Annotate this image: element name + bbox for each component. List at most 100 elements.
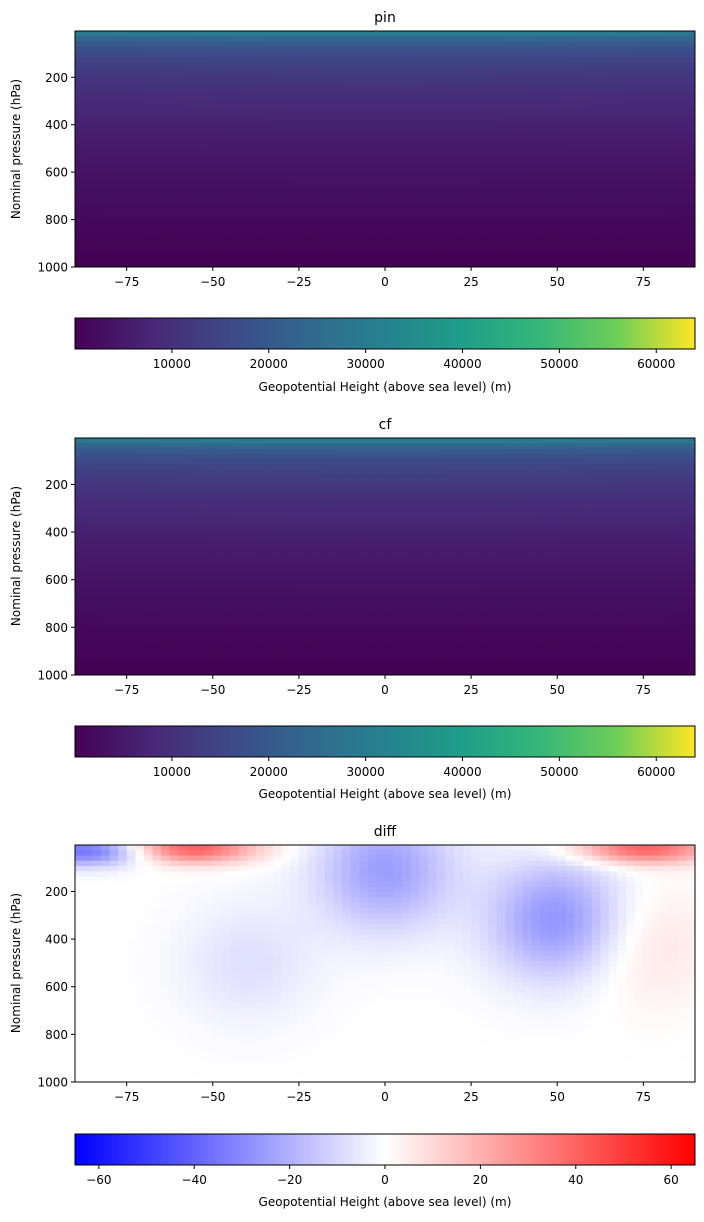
heatmap-cell bbox=[299, 94, 308, 100]
heatmap-cell bbox=[678, 120, 687, 126]
heatmap-cell bbox=[187, 543, 196, 549]
heatmap-cell bbox=[531, 183, 540, 189]
heatmap-cell bbox=[256, 215, 265, 221]
heatmap-cell bbox=[385, 36, 394, 42]
heatmap-cell bbox=[92, 131, 101, 137]
heatmap-cell bbox=[385, 167, 394, 173]
heatmap-cell bbox=[170, 36, 179, 42]
heatmap-cell bbox=[437, 94, 446, 100]
heatmap-cell bbox=[394, 62, 403, 68]
heatmap-cell bbox=[368, 512, 377, 518]
heatmap-cell bbox=[196, 73, 205, 79]
heatmap-cell bbox=[273, 559, 282, 565]
heatmap-cell bbox=[497, 470, 506, 476]
heatmap-cell bbox=[385, 496, 394, 502]
heatmap-cell bbox=[454, 246, 463, 252]
heatmap-cell bbox=[523, 188, 532, 194]
heatmap-cell bbox=[549, 104, 558, 110]
heatmap-cell bbox=[187, 528, 196, 534]
heatmap-cell bbox=[497, 89, 506, 95]
heatmap-cell bbox=[290, 522, 299, 528]
heatmap-cell bbox=[394, 543, 403, 549]
heatmap-cell bbox=[686, 236, 695, 242]
heatmap-cell bbox=[221, 438, 230, 444]
heatmap-cell bbox=[471, 194, 480, 200]
heatmap-cell bbox=[325, 251, 334, 257]
heatmap-cell bbox=[600, 47, 609, 53]
heatmap-cell bbox=[652, 152, 661, 158]
heatmap-cell bbox=[686, 485, 695, 491]
heatmap-cell bbox=[368, 246, 377, 252]
heatmap-cell bbox=[264, 454, 273, 460]
heatmap-cell bbox=[282, 47, 291, 53]
heatmap-cell bbox=[316, 533, 325, 539]
heatmap-cell bbox=[299, 157, 308, 163]
heatmap-cell bbox=[471, 110, 480, 116]
heatmap-cell bbox=[135, 491, 144, 497]
heatmap-cell bbox=[437, 152, 446, 158]
heatmap-cell bbox=[282, 543, 291, 549]
heatmap-cell bbox=[92, 199, 101, 205]
heatmap-cell bbox=[273, 62, 282, 68]
heatmap-cell bbox=[290, 554, 299, 560]
heatmap-cell bbox=[686, 47, 695, 53]
heatmap-cell bbox=[402, 110, 411, 116]
heatmap-cell bbox=[514, 522, 523, 528]
heatmap-cell bbox=[643, 230, 652, 236]
heatmap-cell bbox=[118, 167, 127, 173]
heatmap-cell bbox=[118, 549, 127, 555]
heatmap-cell bbox=[411, 73, 420, 79]
heatmap-cell bbox=[221, 194, 230, 200]
heatmap-cell bbox=[213, 236, 222, 242]
heatmap-cell bbox=[669, 538, 678, 544]
heatmap-cell bbox=[523, 475, 532, 481]
heatmap-cell bbox=[213, 506, 222, 512]
heatmap-cell bbox=[626, 57, 635, 63]
heatmap-cell bbox=[402, 549, 411, 555]
heatmap-cell bbox=[213, 522, 222, 528]
heatmap-cell bbox=[256, 178, 265, 184]
heatmap-cell bbox=[118, 41, 127, 47]
heatmap-cell bbox=[669, 194, 678, 200]
heatmap-cell bbox=[75, 52, 84, 58]
heatmap-cell bbox=[488, 230, 497, 236]
heatmap-cell bbox=[549, 528, 558, 534]
heatmap-cell bbox=[523, 36, 532, 42]
heatmap-cell bbox=[153, 533, 162, 539]
heatmap-cell bbox=[84, 78, 93, 84]
heatmap-cell bbox=[385, 199, 394, 205]
heatmap-cell bbox=[290, 246, 299, 252]
heatmap-cell bbox=[359, 136, 368, 142]
heatmap-cell bbox=[84, 89, 93, 95]
heatmap-cell bbox=[394, 438, 403, 444]
heatmap-cell bbox=[325, 167, 334, 173]
heatmap-cell bbox=[273, 528, 282, 534]
heatmap-cell bbox=[247, 41, 256, 47]
heatmap-cell bbox=[394, 157, 403, 163]
heatmap-cell bbox=[497, 464, 506, 470]
heatmap-cell bbox=[549, 220, 558, 226]
heatmap-cell bbox=[566, 506, 575, 512]
heatmap-cell bbox=[92, 115, 101, 121]
heatmap-cell bbox=[411, 236, 420, 242]
heatmap-cell bbox=[385, 125, 394, 131]
heatmap-cell bbox=[574, 475, 583, 481]
heatmap-cell bbox=[635, 41, 644, 47]
heatmap-cell bbox=[523, 41, 532, 47]
heatmap-cell bbox=[316, 559, 325, 565]
heatmap-cell bbox=[127, 110, 136, 116]
heatmap-cell bbox=[428, 241, 437, 247]
heatmap-cell bbox=[359, 62, 368, 68]
heatmap-cell bbox=[566, 236, 575, 242]
x-tick-label: −25 bbox=[286, 275, 311, 289]
heatmap-cell bbox=[609, 99, 618, 105]
heatmap-cell bbox=[221, 443, 230, 449]
heatmap-cell bbox=[213, 554, 222, 560]
heatmap-cell bbox=[144, 438, 153, 444]
heatmap-cell bbox=[144, 251, 153, 257]
heatmap-cell bbox=[187, 157, 196, 163]
heatmap-cell bbox=[256, 194, 265, 200]
heatmap-cell bbox=[626, 230, 635, 236]
heatmap-cell bbox=[196, 83, 205, 89]
heatmap-cell bbox=[84, 501, 93, 507]
